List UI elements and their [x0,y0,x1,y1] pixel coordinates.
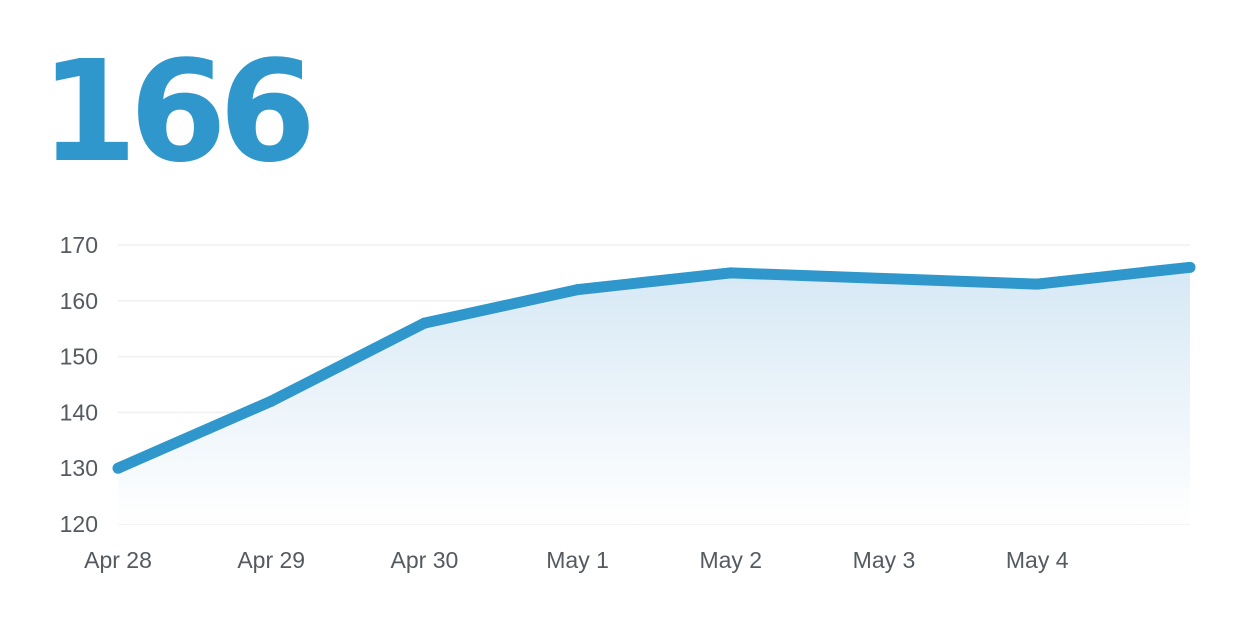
x-axis-ticks: Apr 28 Apr 29 Apr 30 May 1 May 2 May 3 May 4 [84,547,1069,573]
headline-value: 166 [40,31,316,194]
series-area-fill [118,267,1190,524]
data-point [1184,261,1196,273]
data-point [265,395,277,407]
y-tick-label: 160 [60,288,98,314]
data-point [878,272,890,284]
data-point [725,267,737,279]
x-tick-label: May 4 [1006,547,1069,573]
x-tick-label: Apr 28 [84,547,152,573]
x-tick-label: May 1 [546,547,609,573]
y-tick-label: 130 [60,455,98,481]
y-tick-label: 140 [60,399,98,425]
series-area [118,267,1190,524]
x-tick-label: May 2 [699,547,762,573]
data-point [112,462,124,474]
data-point [1031,278,1043,290]
series-line [115,261,1191,474]
data-point [572,284,584,296]
y-tick-label: 150 [60,344,98,370]
y-axis-ticks: 120 130 140 150 160 170 [60,232,98,537]
x-tick-label: Apr 29 [237,547,305,573]
x-tick-label: May 3 [853,547,916,573]
series-line-group [112,261,1196,474]
x-tick-label: Apr 30 [391,547,459,573]
y-tick-label: 120 [60,511,98,537]
data-point [418,317,430,329]
y-tick-label: 170 [60,232,98,258]
